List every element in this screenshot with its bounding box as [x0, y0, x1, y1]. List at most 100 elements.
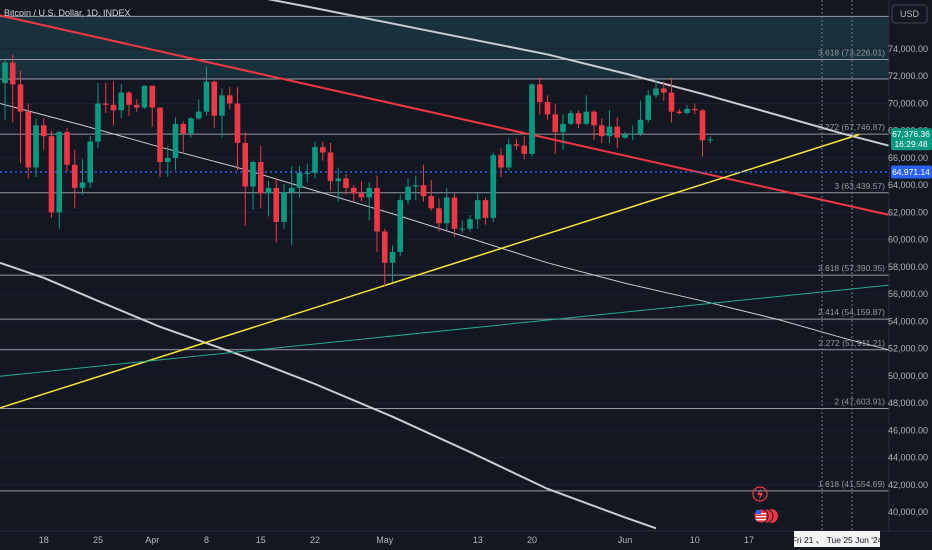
candles	[2, 54, 714, 286]
price-tick-label: 58,000.00	[888, 262, 928, 272]
candle-body	[374, 187, 380, 232]
fib-level-label: 3 (63,439.57)	[834, 181, 885, 191]
red-resistance-trendline	[0, 14, 890, 216]
horizontal-line-price-tag: 64,971.14	[891, 165, 932, 179]
candle-body	[335, 178, 342, 182]
candle-body	[684, 108, 690, 114]
candle-body	[343, 178, 349, 188]
candle-body	[281, 191, 287, 222]
candle-body	[312, 147, 318, 173]
date-range-text: Fri 21 、 Tue 25 Jun '24	[792, 535, 883, 545]
candle-body	[513, 144, 520, 146]
symbol-title: Bitcoin / U.S. Dollar, 1D, INDEX	[4, 8, 131, 18]
fib-level-label: 2.272 (51,911.21)	[819, 338, 886, 348]
price-tick-label: 70,000.00	[888, 98, 928, 108]
candle-body	[180, 123, 187, 134]
last-price-text: 67,376.36	[892, 129, 930, 139]
time-tick-label: Apr	[145, 535, 159, 545]
candle-body	[498, 155, 504, 168]
candle-body	[33, 125, 39, 168]
candle-body	[567, 113, 574, 124]
time-tick-label: 18	[39, 535, 49, 545]
price-tick-label: 52,000.00	[888, 344, 928, 354]
candle-body	[645, 95, 652, 120]
price-tick-label: 64,000.00	[888, 180, 928, 190]
candle-body	[350, 187, 357, 194]
time-tick-label: 8	[204, 535, 209, 545]
candle-body	[40, 125, 47, 137]
candle-body	[668, 92, 675, 112]
candle-body	[459, 228, 466, 230]
candle-body	[110, 104, 117, 111]
price-tick-label: 44,000.00	[888, 453, 928, 463]
time-tick-label: 17	[744, 535, 754, 545]
green-trendline	[0, 284, 890, 377]
candle-body	[257, 162, 264, 194]
grid-lines	[0, 48, 889, 513]
time-tick-label: 13	[473, 535, 483, 545]
candle-body	[598, 125, 605, 137]
candle-body	[126, 92, 132, 105]
horizontal-line-price-text: 64,971.14	[892, 167, 930, 177]
candle-body	[226, 95, 233, 104]
date-range-label: Fri 21 、 Tue 25 Jun '24	[792, 531, 883, 547]
candle-body	[79, 182, 86, 188]
price-tick-label: 54,000.00	[888, 316, 928, 326]
candle-body	[327, 152, 334, 182]
candle-body	[389, 251, 396, 263]
fib-level-label: 2 (47,603.91)	[834, 396, 885, 406]
candle-body	[288, 187, 295, 192]
price-tick-label: 42,000.00	[888, 480, 928, 490]
candle-body	[707, 139, 714, 141]
candle-body	[552, 114, 559, 133]
candle-body	[521, 145, 528, 154]
candle-body	[157, 107, 163, 163]
candle-body	[304, 172, 311, 174]
last-price-tag: 67,376.36 16:29:48	[891, 128, 932, 151]
candle-body	[172, 123, 179, 158]
candle-body	[188, 118, 194, 134]
time-tick-label: 22	[310, 535, 320, 545]
candle-body	[622, 134, 628, 138]
fib-level-label: 1.618 (41,554.69)	[818, 479, 885, 489]
candle-body	[420, 185, 427, 197]
candle-body	[591, 111, 597, 126]
candle-body	[358, 193, 365, 198]
candle-body	[25, 111, 32, 168]
lightning-icon[interactable]	[752, 486, 768, 502]
candle-body	[242, 142, 249, 187]
currency-button[interactable]: USD	[891, 4, 928, 24]
time-tick-label: Jun	[618, 535, 633, 545]
price-axis[interactable]	[889, 0, 932, 550]
candle-body	[699, 110, 706, 141]
candle-body	[676, 111, 683, 114]
candle-body	[405, 186, 411, 201]
candle-body	[544, 102, 551, 115]
fib-level-label: 3.272 (67,746.87)	[818, 122, 885, 132]
price-tick-label: 40,000.00	[888, 507, 928, 517]
price-tick-label: 56,000.00	[888, 289, 928, 299]
candle-body	[575, 113, 582, 124]
candle-body	[95, 103, 101, 142]
upper-grey-trend-curve	[267, 0, 890, 147]
price-tick-label: 48,000.00	[888, 398, 928, 408]
candle-body	[265, 187, 272, 194]
candle-body	[296, 172, 303, 188]
candle-body	[141, 85, 148, 108]
candle-body	[583, 111, 590, 124]
candle-body	[397, 200, 404, 252]
candle-body	[560, 123, 566, 133]
candle-body	[9, 62, 16, 85]
candle-body	[17, 84, 24, 112]
candle-body	[490, 155, 497, 218]
price-axis-ticks: 74,000.0072,000.0070,000.0068,000.0066,0…	[888, 44, 928, 517]
candle-body	[133, 104, 140, 108]
countdown-text: 16:29:48	[894, 139, 927, 149]
price-tick-label: 74,000.00	[888, 44, 928, 54]
us-flag-event-icon[interactable]	[753, 508, 778, 524]
candle-body	[48, 136, 55, 213]
candle-body	[71, 164, 78, 188]
candle-body	[381, 231, 388, 263]
candle-body	[451, 197, 458, 229]
